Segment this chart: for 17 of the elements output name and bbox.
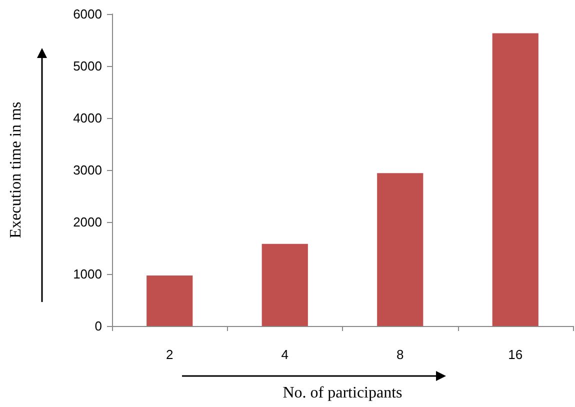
- bar: [262, 244, 308, 326]
- y-tick-label: 0: [94, 318, 102, 334]
- y-tick-label: 3000: [73, 162, 102, 178]
- x-tick-label: 2: [166, 347, 174, 362]
- y-tick-label: 5000: [73, 58, 102, 74]
- x-tick-label: 4: [281, 347, 288, 362]
- x-tick-label: 16: [508, 347, 523, 362]
- bar: [377, 173, 424, 326]
- y-axis-title: Execution time in ms: [8, 102, 24, 238]
- y-tick-label: 1000: [73, 266, 102, 282]
- x-tick-label: 8: [396, 347, 404, 362]
- y-tick-label: 2000: [73, 214, 102, 230]
- bar: [492, 33, 538, 326]
- x-axis-title: No. of participants: [282, 384, 402, 402]
- y-tick-label: 4000: [73, 110, 102, 126]
- bar: [146, 276, 193, 326]
- y-tick-label: 6000: [73, 6, 102, 22]
